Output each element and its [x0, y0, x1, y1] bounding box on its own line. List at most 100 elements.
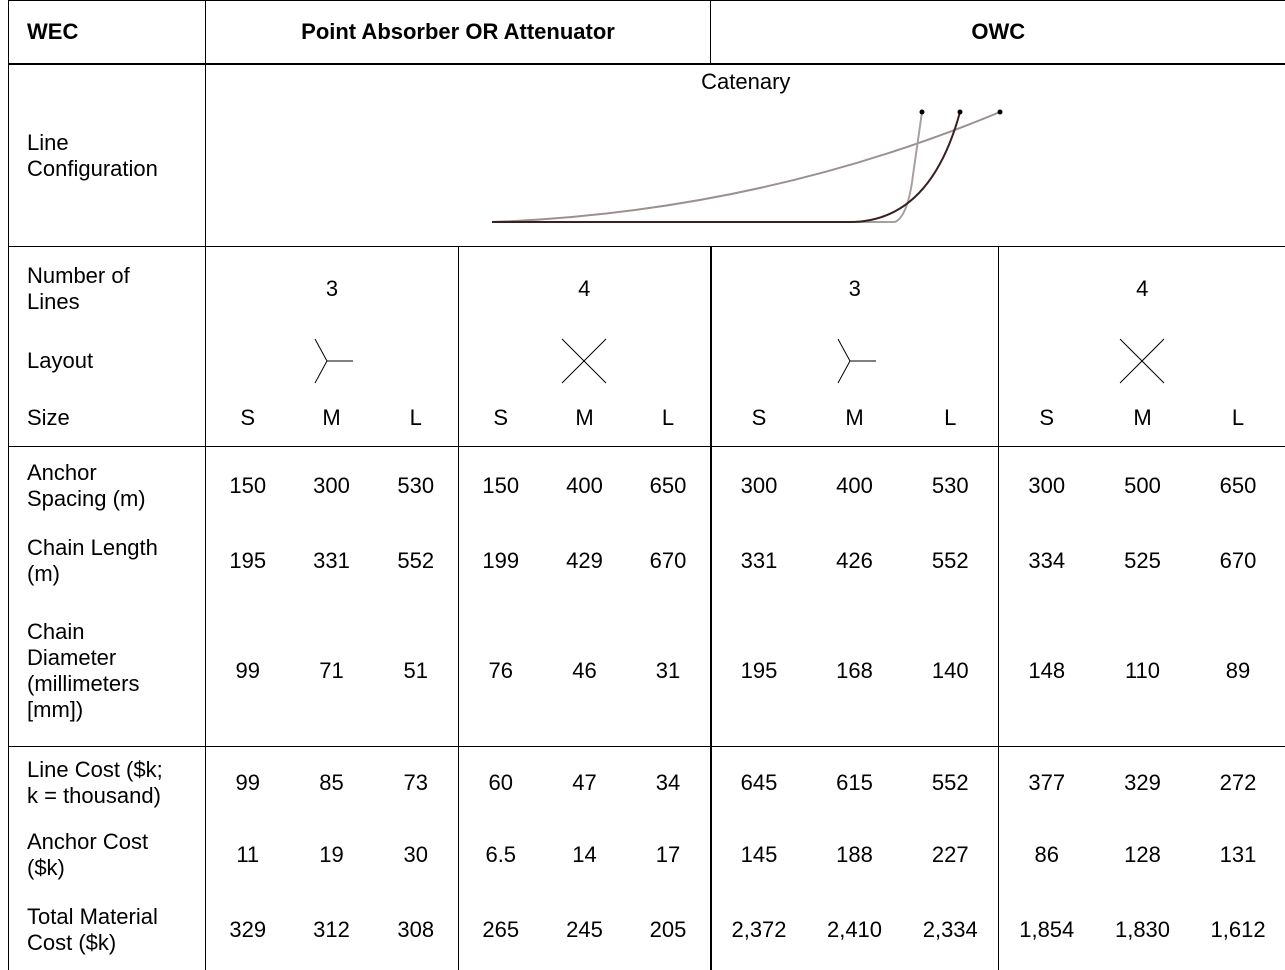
header-row: WEC Point Absorber OR Attenuator OWC	[9, 1, 1285, 65]
value-cell: 300	[999, 447, 1095, 525]
layout-cell	[459, 331, 711, 391]
value-cell: 2,334	[903, 891, 999, 970]
value-cell: 2,410	[807, 891, 903, 970]
value-cell: 670	[627, 525, 711, 597]
row-label: Line Cost ($k; k = thousand)	[9, 747, 206, 819]
row-label: Number of Lines	[9, 247, 206, 331]
value-cell: 426	[807, 525, 903, 597]
value-cell: 272	[1191, 747, 1285, 819]
lines-cell: 3	[711, 247, 999, 331]
value-cell: 300	[290, 447, 374, 525]
value-cell: 34	[627, 747, 711, 819]
row-label: Size	[9, 391, 206, 447]
layout-row: Layout	[9, 331, 1285, 391]
header-cell: Point Absorber OR Attenuator	[206, 1, 711, 65]
row-label: Chain Diameter (millimeters [mm])	[9, 597, 206, 747]
value-cell: 110	[1095, 597, 1191, 747]
value-cell: 1,612	[1191, 891, 1285, 970]
row-label: Total Material Cost ($k)	[9, 891, 206, 970]
value-cell: 30	[374, 819, 459, 891]
value-cell: 645	[711, 747, 807, 819]
value-cell: 76	[459, 597, 543, 747]
value-cell: 145	[711, 819, 807, 891]
value-cell: 530	[374, 447, 459, 525]
size-cell: M	[543, 391, 627, 447]
value-cell: 205	[627, 891, 711, 970]
value-cell: 131	[1191, 819, 1285, 891]
size-cell: S	[711, 391, 807, 447]
value-cell: 329	[206, 891, 290, 970]
value-cell: 1,854	[999, 891, 1095, 970]
value-cell: 245	[543, 891, 627, 970]
value-cell: 429	[543, 525, 627, 597]
value-cell: 14	[543, 819, 627, 891]
value-cell: 650	[1191, 447, 1285, 525]
row-label: Anchor Spacing (m)	[9, 447, 206, 525]
value-cell: 400	[807, 447, 903, 525]
size-cell: S	[999, 391, 1095, 447]
value-cell: 525	[1095, 525, 1191, 597]
value-cell: 331	[711, 525, 807, 597]
header-cell: WEC	[9, 1, 206, 65]
header-cell: OWC	[711, 1, 1285, 65]
value-cell: 99	[206, 747, 290, 819]
value-cell: 552	[903, 525, 999, 597]
value-cell: 89	[1191, 597, 1285, 747]
lines-cell: 4	[459, 247, 711, 331]
value-cell: 329	[1095, 747, 1191, 819]
value-cell: 377	[999, 747, 1095, 819]
value-cell: 150	[206, 447, 290, 525]
layout-icon	[830, 336, 880, 386]
size-cell: L	[374, 391, 459, 447]
size-cell: S	[459, 391, 543, 447]
value-cell: 227	[903, 819, 999, 891]
value-cell: 85	[290, 747, 374, 819]
layout-icon	[559, 336, 609, 386]
row-label: Line Configuration	[9, 64, 206, 247]
value-cell: 148	[999, 597, 1095, 747]
value-cell: 400	[543, 447, 627, 525]
value-cell: 308	[374, 891, 459, 970]
value-cell: 47	[543, 747, 627, 819]
value-cell: 31	[627, 597, 711, 747]
value-cell: 530	[903, 447, 999, 525]
value-cell: 265	[459, 891, 543, 970]
value-cell: 650	[627, 447, 711, 525]
value-cell: 86	[999, 819, 1095, 891]
value-cell: 150	[459, 447, 543, 525]
value-cell: 670	[1191, 525, 1285, 597]
value-cell: 2,372	[711, 891, 807, 970]
value-cell: 195	[206, 525, 290, 597]
value-cell: 552	[903, 747, 999, 819]
row-label: Chain Length (m)	[9, 525, 206, 597]
size-cell: L	[627, 391, 711, 447]
value-cell: 188	[807, 819, 903, 891]
layout-icon	[307, 336, 357, 386]
value-cell: 300	[711, 447, 807, 525]
row-label: Anchor Cost ($k)	[9, 819, 206, 891]
value-cell: 11	[206, 819, 290, 891]
value-cell: 1,830	[1095, 891, 1191, 970]
value-cell: 17	[627, 819, 711, 891]
layout-cell	[711, 331, 999, 391]
value-cell: 51	[374, 597, 459, 747]
lines-cell: 3	[206, 247, 459, 331]
value-cell: 73	[374, 747, 459, 819]
mooring-table: WEC Point Absorber OR Attenuator OWC Lin…	[8, 0, 1285, 970]
lines-cell: 4	[999, 247, 1285, 331]
layout-cell	[206, 331, 459, 391]
value-cell: 195	[711, 597, 807, 747]
value-cell: 128	[1095, 819, 1191, 891]
size-cell: L	[1191, 391, 1285, 447]
value-cell: 6.5	[459, 819, 543, 891]
row-label: Layout	[9, 331, 206, 391]
value-cell: 615	[807, 747, 903, 819]
